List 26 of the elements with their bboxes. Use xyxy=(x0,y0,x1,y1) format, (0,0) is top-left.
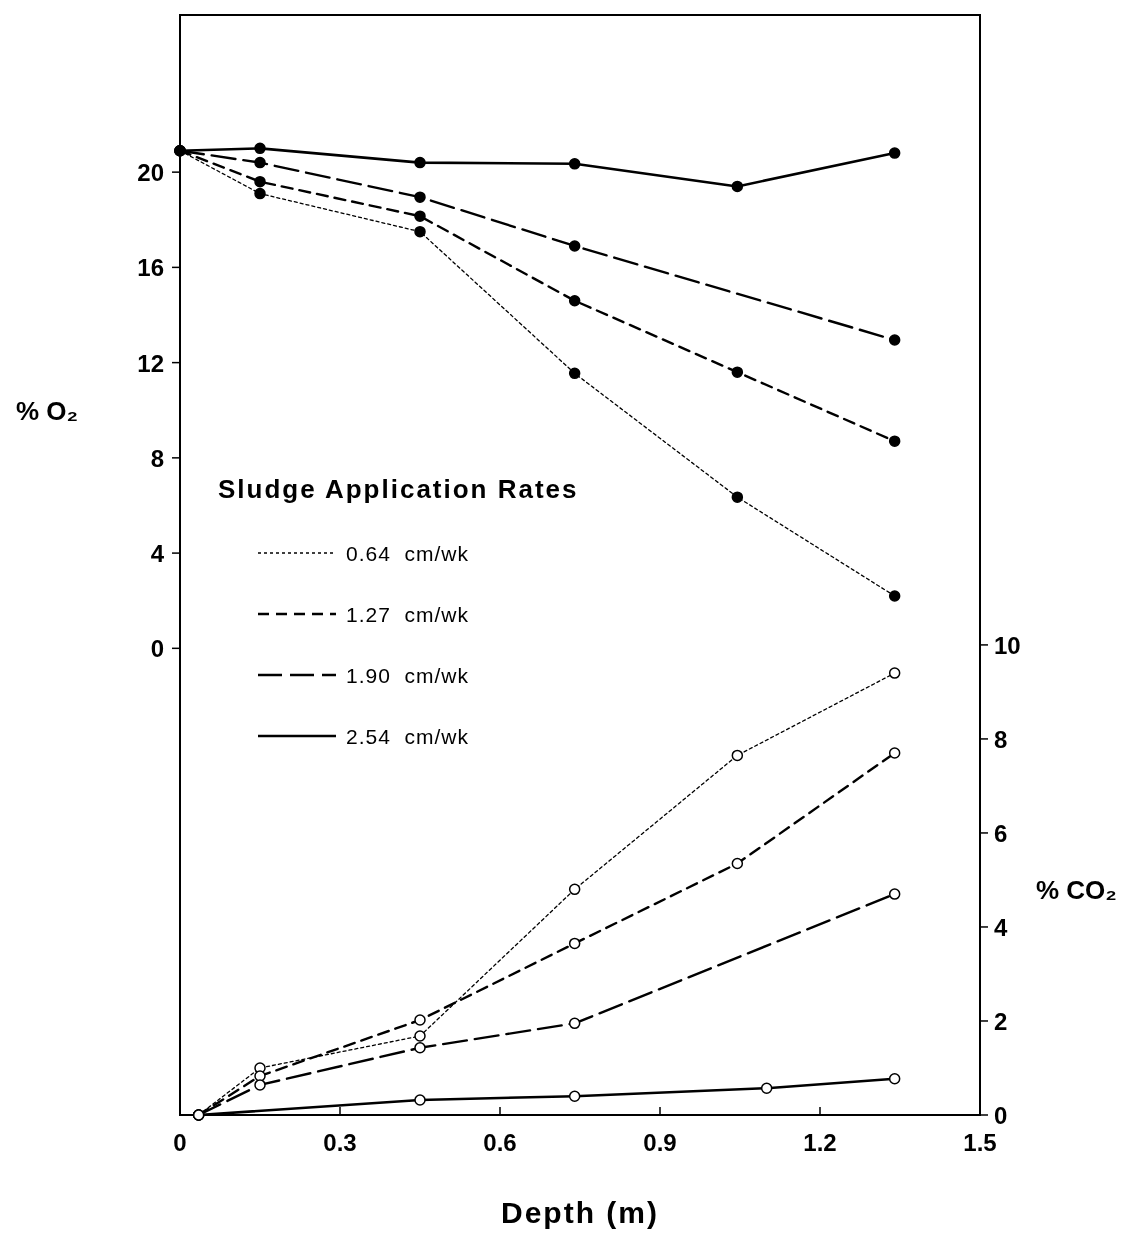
y-tick-label: 16 xyxy=(137,254,164,282)
y-tick-label: 12 xyxy=(137,349,164,377)
y-tick-label: 0 xyxy=(150,635,164,663)
legend-label: 1.90 cm/wk xyxy=(346,664,470,687)
y2-tick-label: 10 xyxy=(994,631,1021,659)
y-tick-label: 4 xyxy=(150,540,165,568)
y2-tick-label: 2 xyxy=(994,1007,1008,1035)
legend-title: Sludge Application Rates xyxy=(218,474,579,504)
x-axis-title: Depth (m) xyxy=(501,1196,659,1229)
legend-label: 1.27 cm/wk xyxy=(346,603,470,626)
x-tick-label: 0 xyxy=(173,1129,187,1156)
legend-label: 2.54 cm/wk xyxy=(346,725,470,748)
y-tick-label: 8 xyxy=(150,444,164,472)
x-tick-label: 0.6 xyxy=(483,1129,517,1156)
y2-tick-label: 6 xyxy=(994,819,1008,847)
y-axis-title: % O₂ xyxy=(16,396,79,427)
x-tick-label: 1.5 xyxy=(963,1129,997,1156)
y2-tick-label: 4 xyxy=(994,913,1008,941)
x-tick-label: 0.3 xyxy=(323,1129,357,1156)
y2-axis-title: % CO₂ xyxy=(1036,875,1117,906)
y-tick-label: 20 xyxy=(137,159,164,187)
x-tick-label: 0.9 xyxy=(643,1129,677,1156)
x-tick-label: 1.2 xyxy=(803,1129,837,1156)
y2-tick-label: 0 xyxy=(994,1102,1008,1129)
y2-tick-label: 8 xyxy=(994,725,1008,753)
legend-label: 0.64 cm/wk xyxy=(346,542,470,565)
